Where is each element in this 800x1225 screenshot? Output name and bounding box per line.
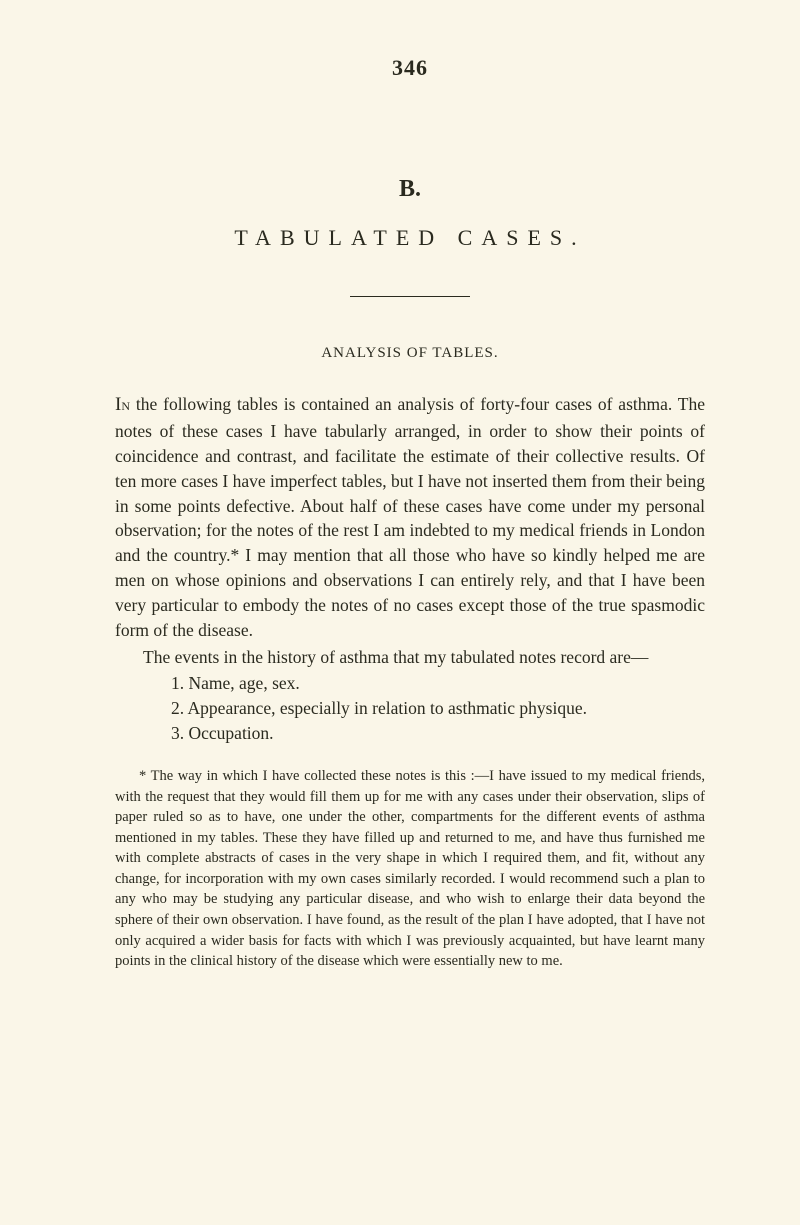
list-item-2: 2. Appearance, especially in relation to… — [115, 696, 705, 721]
subsection-title: ANALYSIS OF TABLES. — [115, 345, 705, 362]
footnote-text: * The way in which I have collected thes… — [115, 766, 705, 972]
section-letter: B. — [115, 176, 705, 203]
list-item-1: 1. Name, age, sex. — [115, 671, 705, 696]
page-content: 346 B. TABULATED CASES. ANALYSIS OF TABL… — [0, 0, 800, 1012]
page-number: 346 — [115, 55, 705, 81]
body-paragraph-2: The events in the history of asthma that… — [115, 645, 705, 670]
list-item-3: 3. Occupation. — [115, 721, 705, 746]
footnote-spacer — [115, 746, 705, 766]
divider-line — [350, 296, 470, 297]
body-paragraph-1: In the following tables is contained an … — [115, 392, 705, 643]
section-title: TABULATED CASES. — [115, 225, 705, 251]
